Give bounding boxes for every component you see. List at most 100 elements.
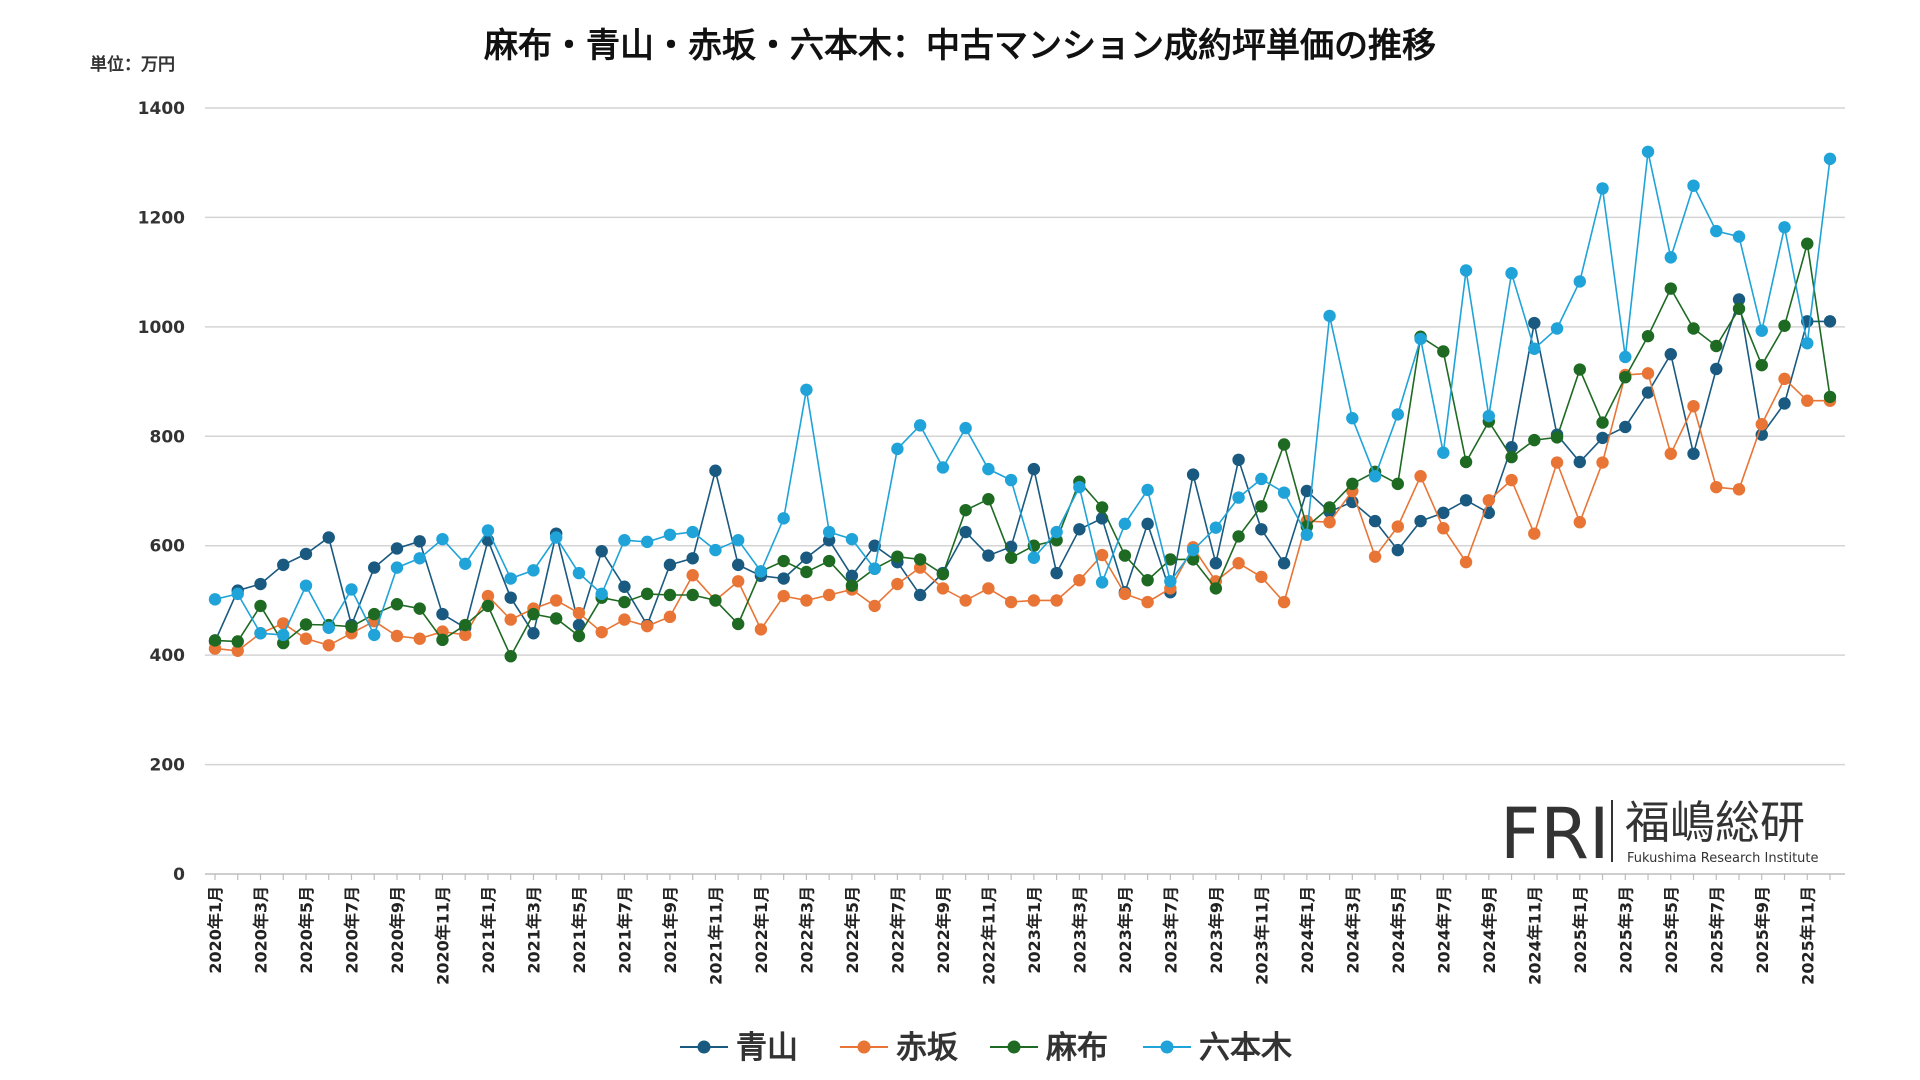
data-point — [368, 628, 381, 642]
logo-mark: FRI — [1500, 793, 1610, 875]
data-point — [1004, 473, 1018, 487]
data-point — [254, 577, 267, 591]
data-point — [936, 567, 950, 581]
data-point — [1414, 514, 1427, 528]
legend-marker — [857, 1040, 871, 1054]
x-tick-label: 2023年9月 — [1207, 886, 1226, 974]
data-point — [459, 557, 472, 570]
x-tick-label: 2021年11月 — [706, 886, 725, 985]
data-point — [822, 525, 836, 539]
data-point — [299, 632, 313, 645]
data-point — [1255, 472, 1268, 486]
data-point — [1414, 470, 1427, 483]
data-point — [891, 577, 904, 591]
data-point — [1641, 145, 1655, 158]
data-point — [277, 558, 290, 572]
data-point — [390, 561, 404, 574]
data-point — [1232, 453, 1245, 467]
data-point — [800, 383, 813, 396]
data-point — [936, 461, 950, 474]
logo-name-en: Fukushima Research Institute — [1627, 851, 1819, 866]
data-point — [1505, 473, 1518, 487]
data-point — [1732, 483, 1746, 496]
data-point — [663, 558, 677, 572]
data-point — [1323, 501, 1336, 514]
data-point — [322, 639, 335, 652]
data-point — [549, 612, 563, 625]
data-point — [1482, 409, 1496, 423]
legend-item-青山: 青山 — [680, 1030, 798, 1066]
data-point — [1209, 557, 1223, 570]
data-point — [1596, 182, 1609, 195]
x-tick-label: 2025年5月 — [1662, 886, 1681, 974]
data-point — [982, 549, 995, 562]
data-point — [1550, 431, 1564, 444]
data-point — [1255, 523, 1268, 536]
data-point — [1232, 491, 1245, 504]
data-point — [1505, 441, 1518, 454]
data-point — [1141, 595, 1154, 609]
data-point — [1391, 477, 1405, 491]
data-point — [1459, 494, 1473, 507]
series-青山 — [208, 293, 1837, 648]
data-point — [663, 528, 677, 541]
x-tick-label: 2024年3月 — [1343, 886, 1362, 974]
data-point — [959, 594, 972, 607]
data-point — [1255, 570, 1268, 584]
data-point — [731, 558, 745, 572]
data-point — [891, 442, 904, 456]
data-point — [1732, 293, 1746, 306]
data-point — [663, 588, 677, 602]
data-point — [1141, 573, 1154, 587]
data-point — [231, 635, 244, 648]
data-point — [322, 531, 335, 544]
data-point — [1095, 548, 1109, 562]
data-point — [345, 620, 358, 633]
data-point — [777, 572, 790, 585]
x-tick-label: 2020年1月 — [206, 886, 225, 974]
data-point — [1368, 514, 1382, 528]
data-point — [1050, 594, 1063, 607]
data-point — [1118, 587, 1132, 601]
data-point — [1505, 450, 1518, 464]
data-point — [527, 627, 540, 640]
data-point — [1277, 438, 1291, 451]
data-point — [640, 587, 654, 601]
x-tick-label: 2021年7月 — [615, 886, 634, 974]
x-tick-label: 2021年5月 — [570, 886, 589, 974]
x-tick-label: 2024年5月 — [1389, 886, 1408, 974]
data-point — [1732, 230, 1746, 243]
data-point — [595, 587, 608, 601]
data-point — [595, 544, 608, 558]
x-tick-label: 2022年9月 — [934, 886, 953, 974]
data-point — [1050, 566, 1063, 580]
data-point — [504, 591, 517, 604]
series-layer — [208, 145, 1837, 663]
data-point — [572, 629, 586, 643]
data-point — [1459, 264, 1473, 277]
data-point — [1232, 530, 1245, 543]
data-point — [1823, 390, 1837, 404]
data-point — [345, 583, 358, 596]
x-tick-label: 2024年7月 — [1434, 886, 1453, 974]
data-point — [1437, 506, 1450, 520]
data-point — [481, 589, 495, 603]
data-point — [959, 421, 972, 435]
data-point — [1664, 251, 1677, 264]
data-point — [731, 575, 745, 588]
data-point — [1573, 363, 1586, 376]
y-tick-label: 200 — [150, 756, 186, 776]
data-point — [231, 587, 244, 601]
data-point — [663, 610, 677, 624]
x-tick-label: 2021年9月 — [661, 886, 680, 974]
data-point — [277, 628, 290, 642]
data-point — [1619, 350, 1632, 364]
data-point — [208, 593, 222, 606]
legend-marker — [697, 1040, 711, 1054]
x-tick-label: 2020年3月 — [251, 886, 270, 974]
data-point — [1664, 447, 1677, 460]
data-point — [504, 572, 517, 585]
data-point — [413, 632, 426, 645]
legend-label: 青山 — [736, 1030, 798, 1066]
